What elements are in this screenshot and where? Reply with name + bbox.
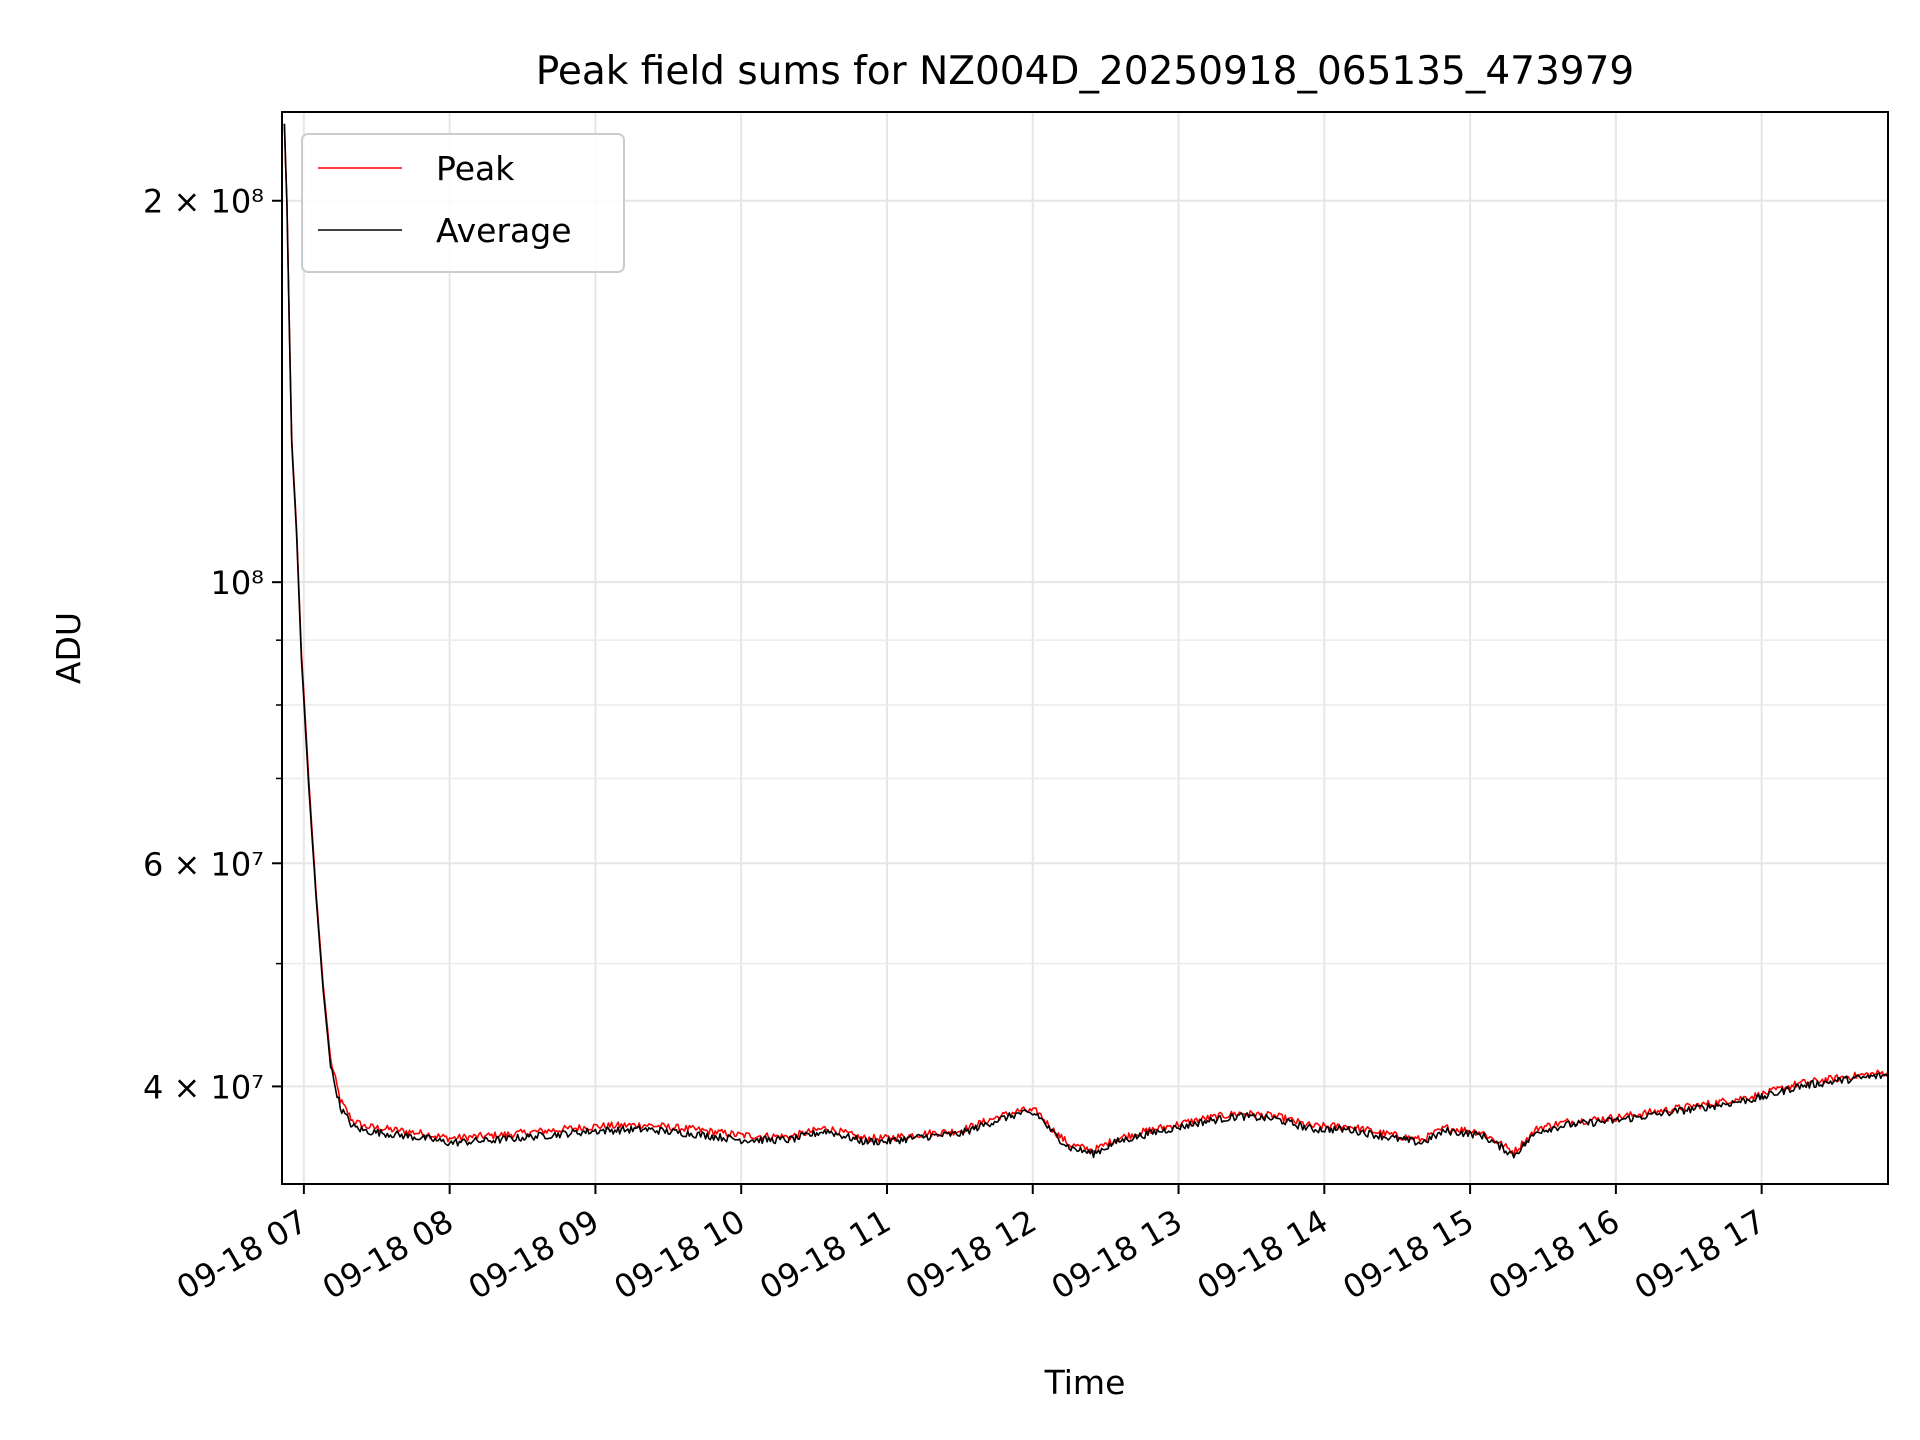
legend-label-peak: Peak — [436, 149, 515, 188]
series-line-average — [283, 123, 1888, 1159]
legend: Peak Average — [301, 133, 625, 273]
series-line-peak — [283, 123, 1888, 1157]
y-axis-label: ADU — [49, 612, 88, 684]
y-tick-label: 4 × 10⁷ — [143, 1068, 264, 1106]
y-tick-label: 10⁸ — [210, 564, 264, 602]
y-tick-label: 6 × 10⁷ — [143, 845, 264, 883]
y-tick-label: 2 × 10⁸ — [143, 183, 264, 221]
grid-lines — [282, 112, 1888, 1184]
plot-frame — [281, 111, 1889, 1185]
legend-label-average: Average — [436, 211, 572, 250]
x-axis-label: Time — [1044, 1363, 1126, 1402]
series-layer — [283, 123, 1888, 1159]
y-axis: 4 × 10⁷ 6 × 10⁷ 10⁸ 2 × 10⁸ — [143, 183, 282, 1106]
chart-title: Peak field sums for NZ004D_20250918_0651… — [536, 49, 1634, 94]
